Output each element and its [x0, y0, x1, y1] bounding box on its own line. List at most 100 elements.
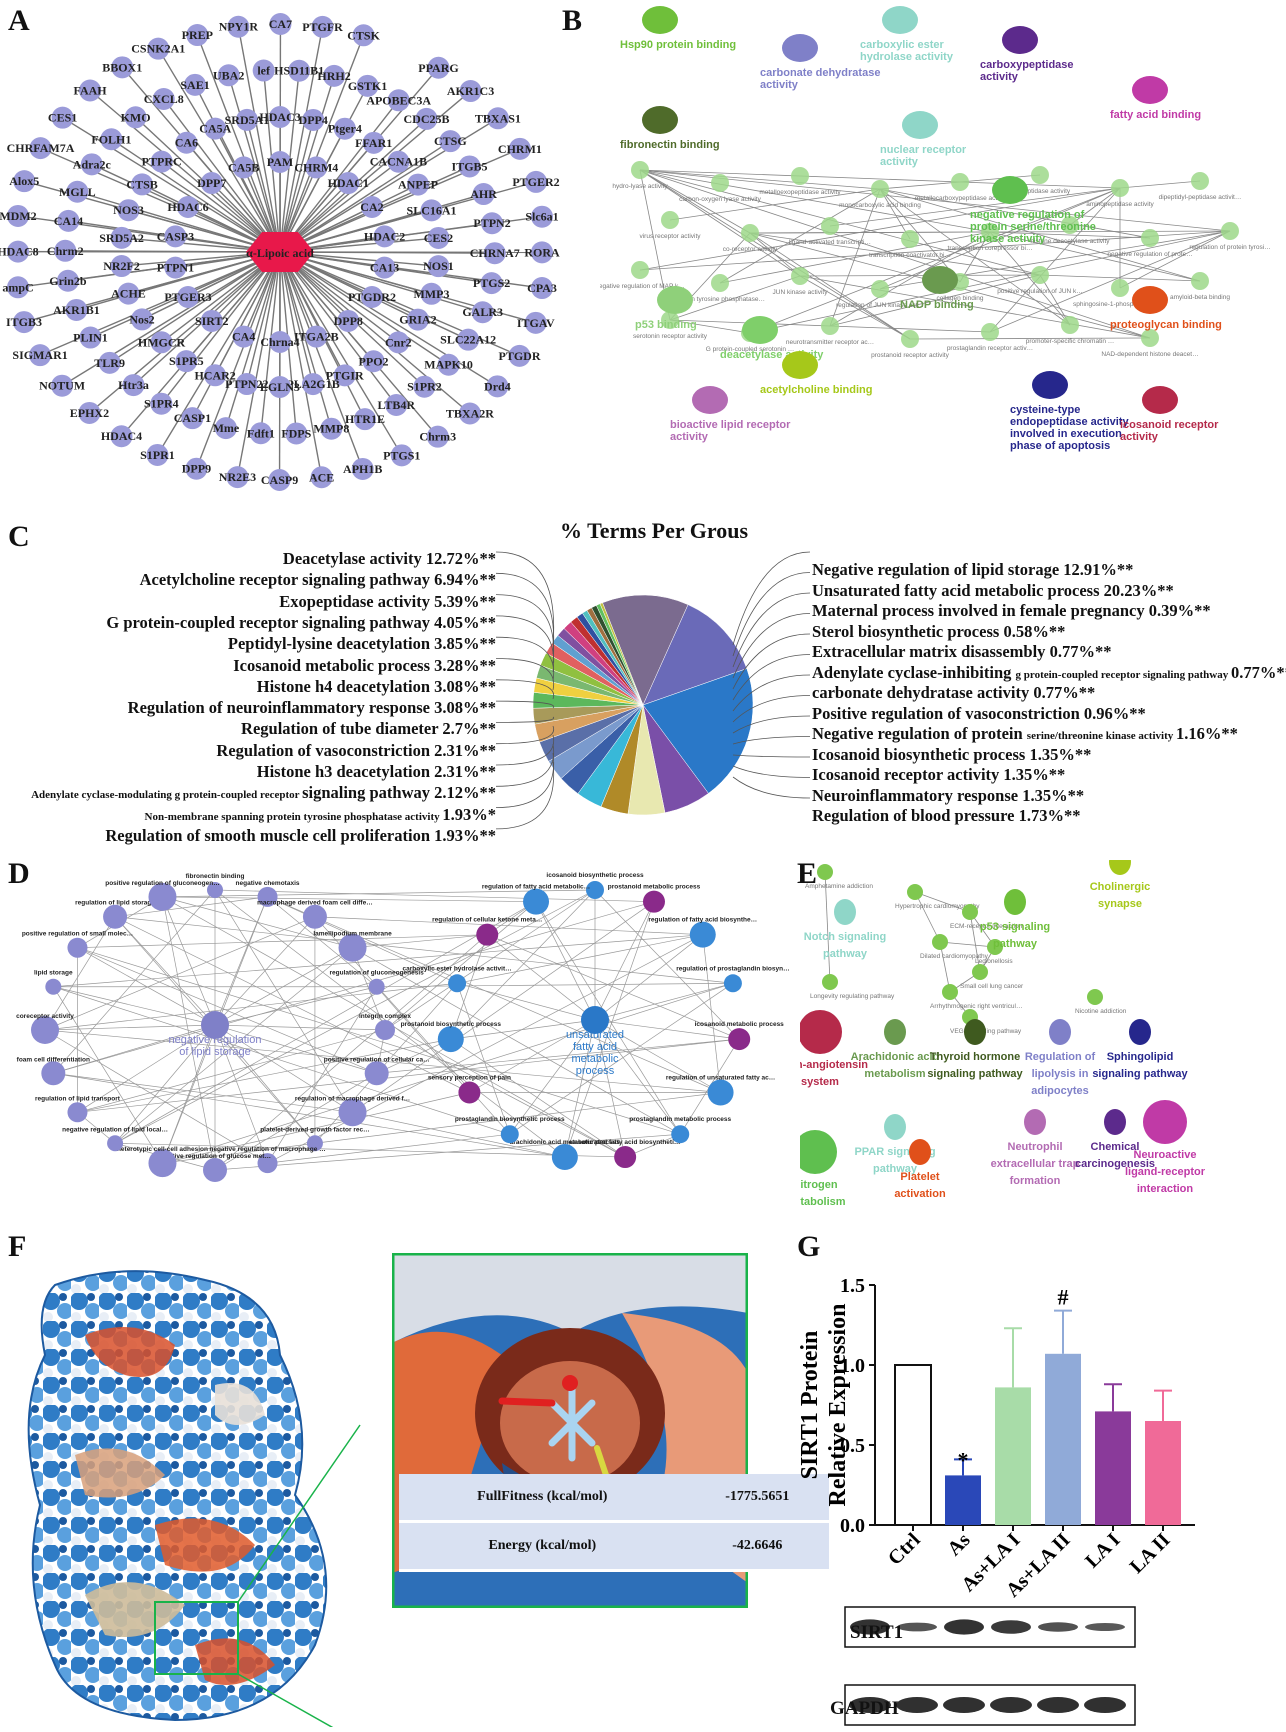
pie-slice: [642, 604, 748, 706]
go-node: [41, 1061, 66, 1086]
target-node: [214, 417, 237, 440]
network-edge: [314, 916, 703, 936]
network-edge: [279, 251, 314, 385]
blot-band: [849, 1697, 891, 1713]
go-label: unsaturated fatty acid biosyntheti…: [570, 1139, 681, 1146]
pie-label-value: 1.73%**: [1018, 806, 1081, 825]
panel-letter-a: A: [8, 4, 30, 37]
target-node: [458, 402, 481, 425]
target-node: [66, 180, 89, 203]
go-label: negative regulation of macrophage …: [209, 1146, 325, 1153]
network-edge: [246, 251, 281, 385]
target-label: TBXA2R: [446, 406, 494, 420]
term-node: [711, 174, 729, 192]
network-edge: [749, 187, 1121, 334]
cluster-node: [992, 176, 1028, 204]
term-node: [661, 211, 679, 229]
go-node: [107, 1135, 124, 1152]
term-label: amyloid-beta binding: [1170, 294, 1230, 301]
cluster-label: nuclear receptor activity: [880, 144, 967, 168]
target-label: SIGMAR1: [12, 348, 67, 362]
panel-letter-c: C: [8, 520, 30, 553]
target-label: EGLN3: [260, 380, 300, 394]
network-edge: [594, 889, 740, 1040]
network-edge: [236, 251, 281, 478]
network-edge: [40, 147, 281, 253]
target-label: PPO2: [359, 354, 389, 368]
go-label: fibronectin binding: [186, 873, 245, 880]
go-node: [689, 921, 716, 948]
center-node: [246, 232, 314, 272]
target-node: [235, 373, 258, 396]
target-node: [472, 183, 495, 206]
target-node: [427, 56, 450, 79]
node-group: Amphetamine addiction Longevity regulatin…: [800, 860, 1206, 1208]
go-label: positive regulation of small molec…: [22, 931, 133, 938]
network-edge: [457, 982, 596, 1021]
term-node: [1221, 222, 1239, 240]
network-edge: [989, 231, 1071, 326]
target-label: FFAR1: [355, 136, 392, 150]
network-edge: [639, 187, 1121, 271]
target-label: NOS3: [113, 203, 144, 217]
target-node: [249, 422, 272, 445]
energy-label: Energy (kcal/mol): [399, 1521, 686, 1572]
target-node: [200, 172, 223, 195]
network-edge: [114, 916, 470, 1093]
target-label: PLIN1: [73, 331, 108, 345]
target-node: [29, 344, 52, 367]
target-node: [12, 311, 35, 334]
network-edge: [1039, 274, 1071, 326]
target-node: [100, 128, 123, 151]
kegg-node: [942, 984, 958, 1000]
target-label: CTSB: [126, 177, 157, 191]
network-edge: [749, 232, 911, 340]
target-node: [480, 272, 503, 295]
leader-line: [495, 594, 555, 664]
target-label: SRD5A2: [99, 231, 144, 245]
go-node: [723, 974, 742, 993]
cluster-label: carboxylic ester hydrolase activity: [860, 39, 954, 63]
target-node: [79, 326, 102, 349]
network-edge: [77, 1029, 386, 1113]
cluster-node: [1132, 286, 1168, 314]
term-label: sphingosine-1-phosphate rece…: [1073, 301, 1167, 308]
network-edge: [115, 896, 268, 918]
target-node: [508, 344, 531, 367]
target-label: ampC: [2, 280, 33, 294]
network-edge: [162, 896, 216, 1026]
target-node: [164, 225, 187, 248]
target-node: [117, 282, 140, 305]
target-label: PTGER2: [512, 175, 559, 189]
x-tick-label: As: [943, 1529, 974, 1560]
term-label: dipeptidyl-peptidase activit…: [1159, 194, 1242, 201]
cluster-label: cysteine-type endopeptidase activity invol…: [1010, 404, 1129, 452]
target-label: MGLL: [59, 185, 96, 199]
network-edge: [162, 889, 596, 898]
target-label: DPP7: [197, 176, 226, 190]
network-edge: [279, 140, 451, 253]
network-edge: [564, 1019, 596, 1158]
network-edge: [639, 230, 1231, 271]
term-node: [951, 173, 969, 191]
cluster-node: [902, 111, 938, 139]
target-label: MMP3: [413, 287, 449, 301]
network-edge: [162, 896, 537, 903]
term-label: monocarboxylic acid binding: [839, 202, 921, 209]
kegg-cluster-node: [884, 1019, 906, 1045]
cluster-node: [642, 106, 678, 134]
target-label: Cnr2: [385, 335, 412, 349]
pie-label-text: Negative regulation of lipid storage: [812, 560, 1064, 579]
term-node: [1191, 272, 1209, 290]
kegg-node: [962, 904, 978, 920]
go-node: [671, 1125, 690, 1144]
target-label: RORA: [524, 245, 560, 259]
pie-label-value: 1.16%**: [1176, 724, 1238, 743]
network-edge: [237, 26, 281, 253]
term-node: [871, 180, 889, 198]
target-label: Nos2: [129, 312, 154, 326]
target-label: FOLH1: [91, 132, 131, 146]
target-label: Ptger4: [328, 122, 362, 136]
go-label: heterotypic cell-cell adhesion: [117, 1146, 208, 1153]
target-label: UBA2: [213, 68, 244, 82]
